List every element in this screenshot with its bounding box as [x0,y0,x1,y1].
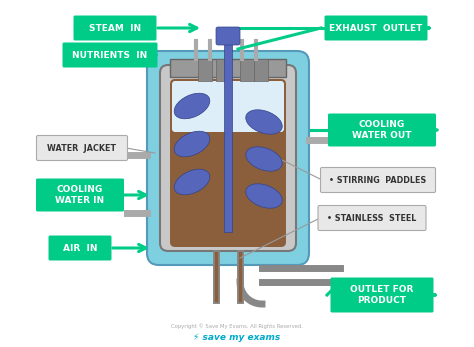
FancyBboxPatch shape [254,59,268,81]
FancyBboxPatch shape [318,205,426,230]
Text: AIR  IN: AIR IN [63,244,97,253]
Text: OUTLET FOR
PRODUCT: OUTLET FOR PRODUCT [350,285,414,305]
Ellipse shape [174,131,210,157]
Ellipse shape [246,184,282,208]
FancyBboxPatch shape [170,79,286,247]
Text: NUTRIENTS  IN: NUTRIENTS IN [73,51,147,59]
FancyBboxPatch shape [330,278,434,313]
Ellipse shape [174,93,210,119]
FancyBboxPatch shape [224,31,232,232]
FancyBboxPatch shape [216,59,230,81]
Text: WATER  JACKET: WATER JACKET [47,144,117,152]
FancyBboxPatch shape [36,178,124,212]
FancyBboxPatch shape [73,16,156,41]
FancyBboxPatch shape [147,51,309,265]
FancyBboxPatch shape [36,135,128,161]
Text: EXHAUST  OUTLET: EXHAUST OUTLET [329,24,423,33]
FancyBboxPatch shape [160,65,296,251]
FancyBboxPatch shape [240,59,254,81]
FancyBboxPatch shape [172,81,284,132]
FancyBboxPatch shape [216,27,240,45]
FancyBboxPatch shape [170,59,286,77]
FancyBboxPatch shape [198,59,212,81]
FancyBboxPatch shape [48,236,111,261]
FancyBboxPatch shape [63,42,157,68]
Text: • STAINLESS  STEEL: • STAINLESS STEEL [328,213,417,222]
FancyBboxPatch shape [325,16,428,41]
Text: COOLING
WATER OUT: COOLING WATER OUT [352,120,412,140]
Ellipse shape [246,147,282,171]
Text: • STIRRING  PADDLES: • STIRRING PADDLES [329,176,427,185]
Text: COOLING
WATER IN: COOLING WATER IN [55,185,105,205]
Text: STEAM  IN: STEAM IN [89,24,141,33]
FancyBboxPatch shape [320,168,436,193]
Ellipse shape [246,110,282,134]
FancyBboxPatch shape [328,113,436,146]
Text: Copyright © Save My Exams. All Rights Reserved.: Copyright © Save My Exams. All Rights Re… [171,323,303,329]
Ellipse shape [174,169,210,195]
Text: ⚡ save my exams: ⚡ save my exams [193,333,281,342]
